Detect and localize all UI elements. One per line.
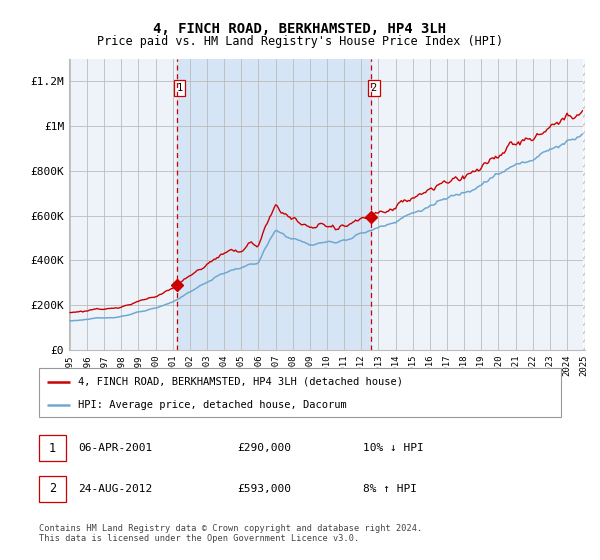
Text: Contains HM Land Registry data © Crown copyright and database right 2024.
This d: Contains HM Land Registry data © Crown c…	[39, 524, 422, 543]
Text: 24-AUG-2012: 24-AUG-2012	[78, 484, 152, 494]
Text: 1: 1	[176, 83, 182, 93]
Text: 2: 2	[371, 83, 377, 93]
Text: 2: 2	[49, 483, 56, 496]
Text: 1: 1	[49, 442, 56, 455]
Bar	[177, 59, 371, 350]
Text: 8% ↑ HPI: 8% ↑ HPI	[362, 484, 416, 494]
Text: 10% ↓ HPI: 10% ↓ HPI	[362, 443, 424, 453]
Text: Price paid vs. HM Land Registry's House Price Index (HPI): Price paid vs. HM Land Registry's House …	[97, 35, 503, 48]
Text: £290,000: £290,000	[238, 443, 292, 453]
Bar	[39, 435, 66, 461]
Bar	[39, 476, 66, 502]
Text: 06-APR-2001: 06-APR-2001	[78, 443, 152, 453]
Bar	[583, 59, 585, 350]
Text: 4, FINCH ROAD, BERKHAMSTED, HP4 3LH: 4, FINCH ROAD, BERKHAMSTED, HP4 3LH	[154, 22, 446, 36]
Text: £593,000: £593,000	[238, 484, 292, 494]
Text: 4, FINCH ROAD, BERKHAMSTED, HP4 3LH (detached house): 4, FINCH ROAD, BERKHAMSTED, HP4 3LH (det…	[78, 377, 403, 387]
Text: HPI: Average price, detached house, Dacorum: HPI: Average price, detached house, Daco…	[78, 400, 347, 410]
